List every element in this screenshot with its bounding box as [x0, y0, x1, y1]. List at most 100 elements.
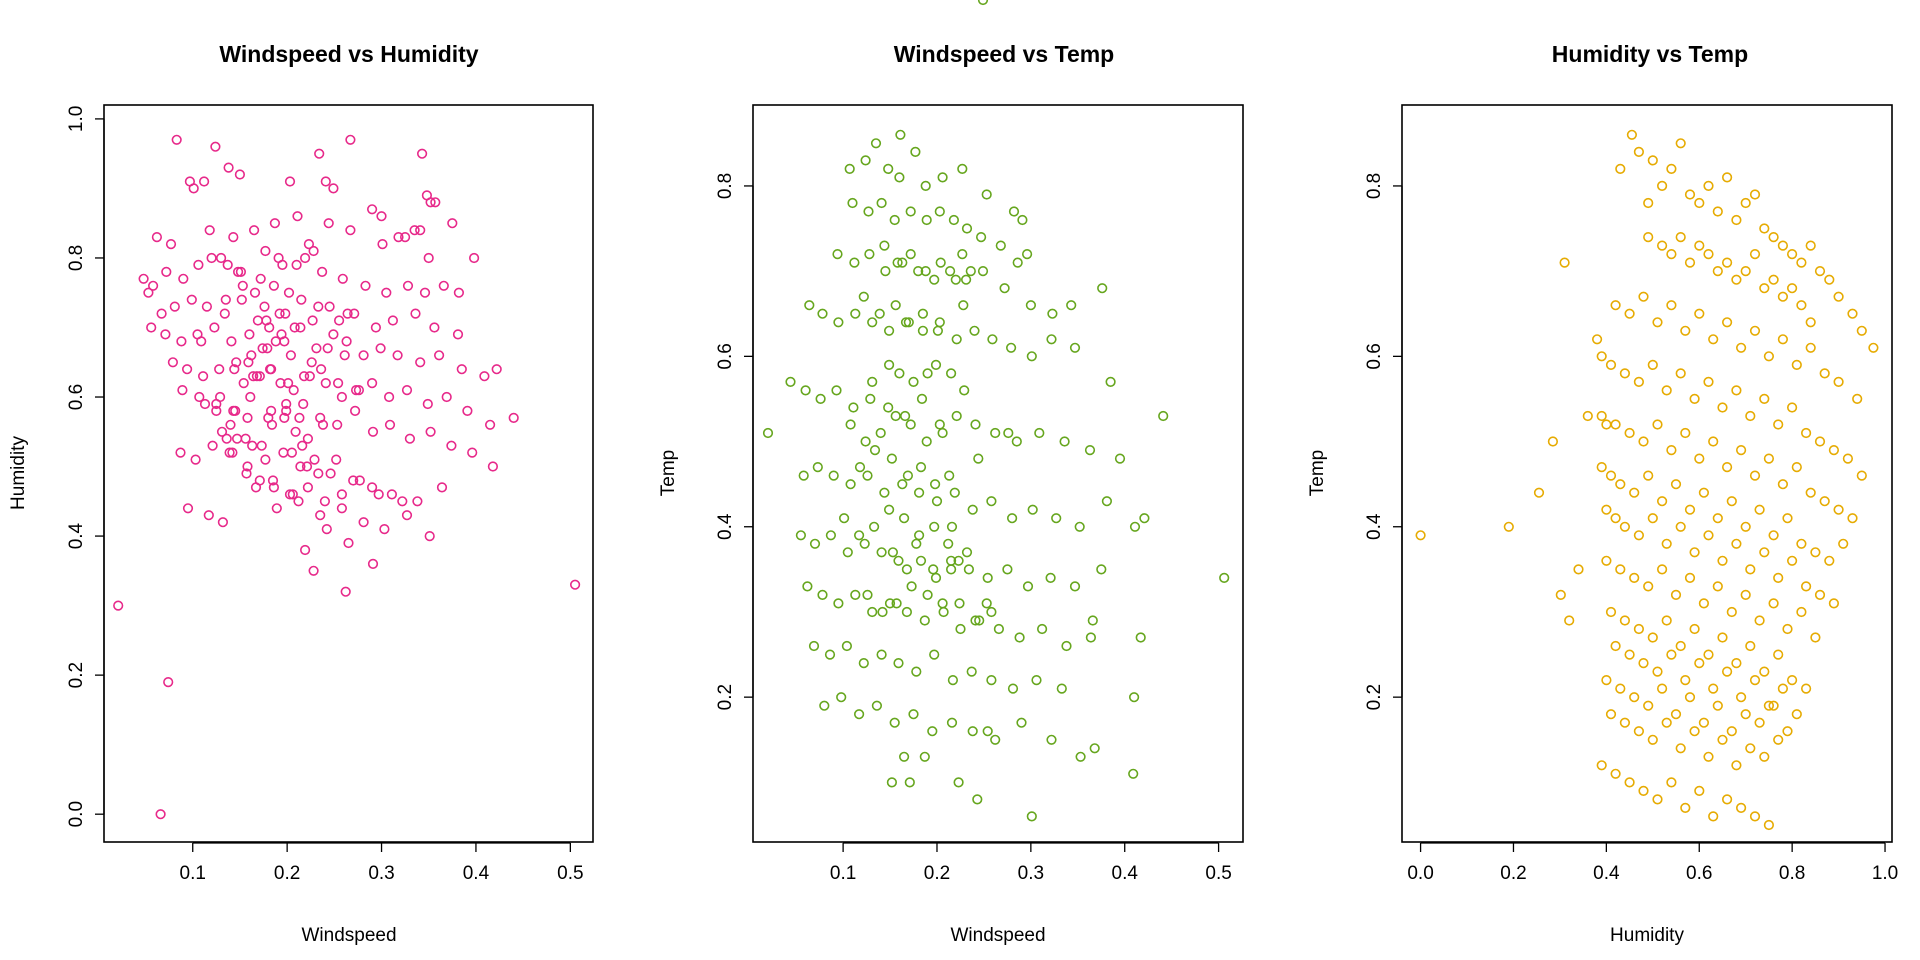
- panel-1-data-point: [216, 426, 228, 437]
- panel-1-data-point: [163, 676, 174, 688]
- panel-1-data-point: [222, 259, 233, 271]
- panel-3-data-point: [1740, 197, 1751, 209]
- panel-2-y-tick-label: 0.2: [715, 684, 736, 710]
- panel-2-data-point: [864, 249, 875, 260]
- panel-2-data-point: [867, 317, 878, 328]
- panel-2-data-point: [943, 538, 954, 549]
- panel-3-data-point: [1824, 555, 1835, 566]
- panel-1-data-point: [328, 329, 339, 340]
- panel-3-data-point: [1759, 393, 1770, 405]
- panel-1-data-point: [367, 204, 378, 215]
- panel-2-data-point: [905, 249, 916, 260]
- panel-3-data-point: [1759, 547, 1770, 558]
- panel-2-data-point: [862, 470, 873, 481]
- panel-1-data-point: [283, 287, 295, 298]
- panel-2-data-point: [891, 598, 902, 609]
- panel-2-data-point: [876, 649, 887, 660]
- panel-1-data-point: [217, 517, 228, 528]
- panel-1-data-point: [441, 391, 452, 403]
- panel-1-data-point: [342, 308, 353, 319]
- panel-2-data-point: [853, 709, 865, 720]
- panel-2-data-point: [929, 649, 940, 660]
- panel-2-data-point: [901, 564, 913, 575]
- panel-3-data-point: [1547, 436, 1558, 447]
- panel-1-data-point: [275, 378, 286, 389]
- panel-1-data-point: [387, 315, 399, 326]
- panel-3-data-point: [1786, 674, 1798, 686]
- panel-1-data-point: [248, 371, 259, 382]
- panel-3-data-point: [1633, 376, 1644, 388]
- panel-2-data-point: [917, 325, 929, 336]
- panel-2-data-point: [948, 214, 960, 226]
- panel-2-data-point: [869, 445, 881, 456]
- panel-2-data-point: [958, 300, 969, 311]
- panel-2-data-point: [883, 402, 894, 413]
- panel-3-data-point: [1689, 547, 1700, 558]
- panel-1-data-point: [415, 357, 426, 368]
- panel-2-data-point: [937, 427, 948, 439]
- panel-3-data-point: [1796, 257, 1807, 268]
- panel-2-data-point: [1027, 504, 1038, 515]
- panel-3-data-point: [1805, 317, 1816, 328]
- panel-2-x-ticks: 0.1 0.2 0.3 0.4 0.5: [830, 842, 1232, 884]
- panel-1-y-ticks: 0.0 0.2 0.4 0.6 0.8 1.0: [66, 106, 105, 827]
- panel-1-data-point: [376, 211, 387, 222]
- panel-1-data-point: [266, 405, 277, 417]
- panel-3-data-point: [1629, 487, 1640, 498]
- panel-1-data-point: [194, 391, 205, 403]
- panel-2-data-point: [895, 129, 906, 140]
- panel-3-data-point: [1721, 794, 1733, 805]
- panel-1-y-tick-label: 0.8: [66, 245, 87, 271]
- panel-1-x-tick-label: 0.2: [274, 863, 300, 884]
- panel-2-data-point: [938, 606, 949, 618]
- panel-3-data-point: [1773, 572, 1784, 584]
- panel-2-data-point: [986, 496, 997, 507]
- panel-1-data-point: [314, 148, 325, 159]
- panel-2-data-point: [986, 674, 997, 686]
- panel-1-data-point: [377, 239, 388, 250]
- panel-2-data-point: [947, 674, 959, 686]
- panel-3-data-point: [1615, 564, 1626, 575]
- panel-2-data-point: [886, 453, 898, 464]
- panel-3-data-point: [1596, 760, 1607, 771]
- panel-1-data-point: [334, 315, 345, 326]
- panel-3-data-point: [1708, 334, 1719, 345]
- panel-3-data-point: [1689, 393, 1700, 405]
- panel-2-data-point: [1128, 692, 1140, 703]
- panel-3-data-point: [1745, 743, 1756, 754]
- panel-1-data-point: [226, 336, 237, 347]
- panel-1-data-point: [255, 273, 266, 284]
- panel-2-data-point: [1017, 214, 1028, 226]
- panel-1-y-tick-label: 0.2: [66, 662, 87, 688]
- panel-3-data-point: [1791, 462, 1802, 473]
- panel-3-data-point: [1666, 649, 1677, 660]
- panel-1: Windspeed vs Humidity Windspeed Humidity…: [8, 41, 594, 946]
- panel-2-data-point: [954, 598, 965, 609]
- panel-1-data-point: [434, 350, 445, 361]
- panel-1-data-point: [308, 245, 319, 257]
- panel-3-data-point: [1643, 581, 1654, 592]
- panel-2-data-point: [865, 393, 876, 405]
- panel-3-data-point: [1689, 726, 1700, 737]
- panel-3-data-point: [1800, 427, 1812, 439]
- panel-3-data-point: [1782, 623, 1793, 635]
- panel-2-data-point: [904, 777, 915, 788]
- panel-2-data-point: [825, 530, 837, 541]
- panel-3-data-point: [1610, 419, 1621, 430]
- panel-2-data-point: [1069, 581, 1081, 592]
- panel-2-data-point: [993, 623, 1005, 635]
- panel-1-data-point: [209, 322, 220, 333]
- panel-2-data-point: [949, 487, 960, 498]
- panel-1-data-point: [224, 447, 235, 458]
- panel-3-data-point: [1638, 657, 1649, 669]
- panel-3-data-point: [1763, 351, 1774, 362]
- panel-2-data-point: [838, 513, 850, 524]
- panel-3-data-point: [1726, 606, 1737, 618]
- panel-1-data-point: [345, 225, 356, 236]
- panel-1-data-point: [291, 259, 302, 271]
- panel-2-data-point: [1021, 249, 1033, 260]
- panel-3-data-point: [1610, 513, 1621, 524]
- panel-1-data-point: [196, 336, 207, 347]
- panel-1-data-point: [155, 809, 166, 820]
- panel-3-data-point: [1582, 410, 1593, 422]
